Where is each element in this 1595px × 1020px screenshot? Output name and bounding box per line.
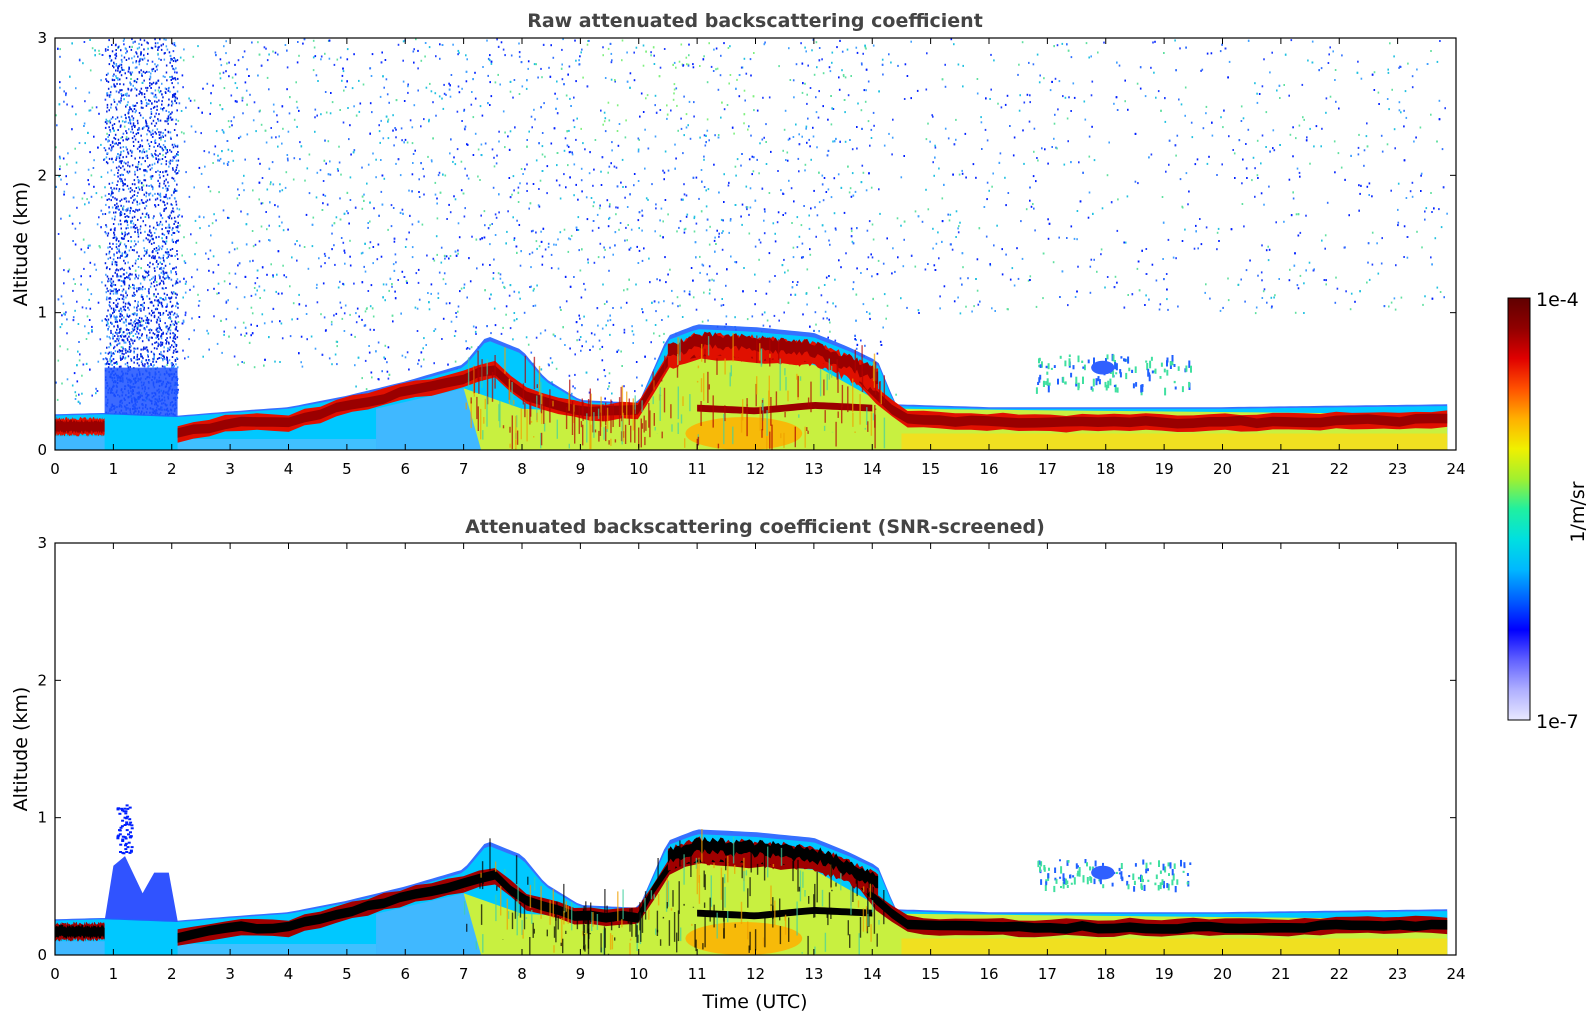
x-tick-label: 18 xyxy=(1096,965,1115,983)
y-tick-label: 1 xyxy=(37,304,47,322)
x-tick-label: 11 xyxy=(688,460,707,478)
y-tick-label: 2 xyxy=(37,166,47,184)
x-tick-label: 21 xyxy=(1271,965,1290,983)
y-tick-label: 3 xyxy=(37,29,47,47)
x-tick-label: 24 xyxy=(1446,965,1465,983)
colorbar-unit-label: 1/m/sr xyxy=(1567,481,1589,542)
y-tick-label: 1 xyxy=(37,809,47,827)
y-tick-label: 2 xyxy=(37,671,47,689)
x-tick-label: 21 xyxy=(1271,460,1290,478)
convective-streaks xyxy=(465,333,886,450)
x-axis-label: Time (UTC) xyxy=(701,991,807,1013)
elevated-aerosol xyxy=(1035,353,1192,396)
x-tick-label: 12 xyxy=(746,460,765,478)
predawn-cyan xyxy=(177,944,377,955)
x-tick-label: 3 xyxy=(225,965,235,983)
panel-screened-axes: 0 1 2 3 4 5 6 7 8 9 10 11 12 13 14 15 16 17 18 19 20 21 22 23 24… xyxy=(37,534,1465,983)
y-tick-label: 0 xyxy=(37,946,47,964)
x-tick-label: 7 xyxy=(459,460,469,478)
x-tick-label: 17 xyxy=(1038,460,1057,478)
panel-raw-title: Raw attenuated backscattering coefficien… xyxy=(527,10,983,32)
residual-layer xyxy=(697,402,873,415)
y-tick-label: 0 xyxy=(37,441,47,459)
panel-screened-title: Attenuated backscattering coefficient (S… xyxy=(465,516,1045,538)
early-cyan xyxy=(55,941,105,955)
colorbar-max-label: 1e-4 xyxy=(1536,289,1579,311)
morning-cyan xyxy=(376,388,482,450)
x-tick-label: 19 xyxy=(1155,460,1174,478)
y-tick-label: 3 xyxy=(37,534,47,552)
x-tick-label: 0 xyxy=(50,460,60,478)
x-tick-label: 22 xyxy=(1330,460,1349,478)
night-yellow xyxy=(901,938,1448,955)
x-tick-label: 20 xyxy=(1213,965,1232,983)
cloud-canopy-core xyxy=(667,331,879,385)
x-tick-label: 8 xyxy=(517,965,527,983)
elevated-aerosol xyxy=(1037,859,1192,893)
night-yellow xyxy=(901,433,1448,450)
x-tick-label: 19 xyxy=(1155,965,1174,983)
x-tick-label: 12 xyxy=(746,965,765,983)
x-tick-label: 13 xyxy=(804,965,823,983)
x-tick-label: 24 xyxy=(1446,460,1465,478)
x-tick-label: 1 xyxy=(109,965,119,983)
colorbar-scale xyxy=(1507,297,1531,721)
aerosol-blob xyxy=(1091,865,1115,880)
panel-screened-heatmap xyxy=(55,804,1448,955)
x-tick-label: 13 xyxy=(804,460,823,478)
x-tick-label: 7 xyxy=(459,965,469,983)
x-tick-label: 9 xyxy=(576,460,586,478)
x-tick-label: 6 xyxy=(400,460,410,478)
x-tick-label: 4 xyxy=(284,965,294,983)
convective-streaks xyxy=(463,829,885,955)
x-tick-label: 6 xyxy=(400,965,410,983)
x-tick-label: 8 xyxy=(517,460,527,478)
x-tick-label: 4 xyxy=(284,460,294,478)
x-tick-label: 15 xyxy=(921,460,940,478)
strong-layer-core xyxy=(177,852,1448,943)
panel-raw-ylabel: Altitude (km) xyxy=(10,182,32,307)
x-tick-label: 10 xyxy=(629,965,648,983)
x-tick-label: 2 xyxy=(167,965,177,983)
x-tick-label: 1 xyxy=(109,460,119,478)
noon-core xyxy=(685,417,803,450)
noon-core xyxy=(685,922,803,955)
panel-screened-ylabel: Altitude (km) xyxy=(10,687,32,812)
x-tick-label: 3 xyxy=(225,460,235,478)
precipitation-column xyxy=(104,38,180,450)
early-cyan xyxy=(55,436,105,450)
x-tick-label: 14 xyxy=(863,460,882,478)
x-tick-label: 16 xyxy=(979,965,998,983)
colorbar: 1e-4 1e-7 1/m/sr xyxy=(1507,289,1589,733)
x-tick-label: 14 xyxy=(863,965,882,983)
panel-raw: Raw attenuated backscattering coefficien… xyxy=(10,10,1466,478)
cloud-canopy-core xyxy=(667,836,879,889)
x-tick-label: 9 xyxy=(576,965,586,983)
panel-raw-heatmap xyxy=(55,38,1448,450)
x-tick-label: 2 xyxy=(167,460,177,478)
panel-screened: Attenuated backscattering coefficient (S… xyxy=(10,516,1466,1013)
aerosol-blob xyxy=(1091,360,1115,375)
x-tick-label: 20 xyxy=(1213,460,1232,478)
x-tick-label: 15 xyxy=(921,965,940,983)
strong-layer-core xyxy=(55,419,105,434)
x-tick-label: 10 xyxy=(629,460,648,478)
x-tick-label: 5 xyxy=(342,965,352,983)
morning-cyan xyxy=(376,893,482,955)
x-tick-label: 18 xyxy=(1096,460,1115,478)
x-tick-label: 17 xyxy=(1038,965,1057,983)
x-tick-label: 16 xyxy=(979,460,998,478)
panel-raw-axes: 0 1 2 3 4 5 6 7 8 9 10 11 12 13 14 15 16 17 18 19 20 21 22 23 24… xyxy=(37,29,1465,478)
strong-layer-core xyxy=(55,924,105,939)
x-tick-label: 23 xyxy=(1388,460,1407,478)
noise-speckle xyxy=(55,38,1448,411)
colorbar-min-label: 1e-7 xyxy=(1536,711,1579,733)
x-tick-label: 23 xyxy=(1388,965,1407,983)
x-tick-label: 11 xyxy=(688,965,707,983)
x-tick-label: 22 xyxy=(1330,965,1349,983)
predawn-cyan xyxy=(177,439,377,450)
x-tick-label: 0 xyxy=(50,965,60,983)
x-tick-label: 5 xyxy=(342,460,352,478)
